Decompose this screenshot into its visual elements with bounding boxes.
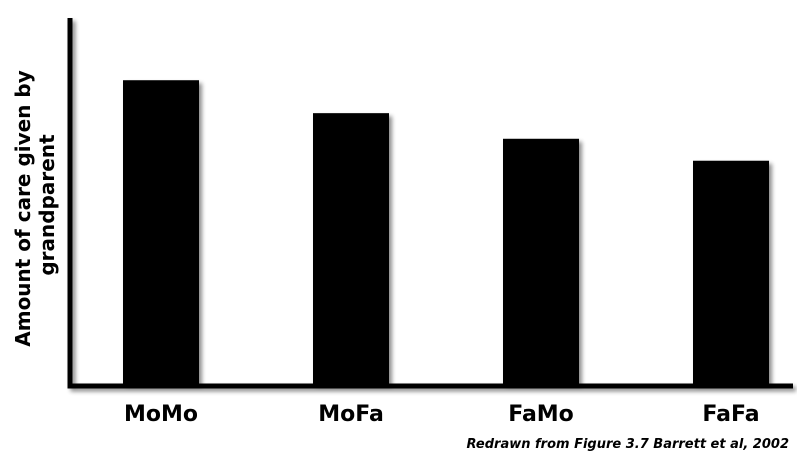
x-tick-label-fafa: FaFa	[702, 402, 759, 427]
x-tick-label-mofa: MoFa	[318, 402, 384, 427]
axes	[67, 18, 793, 389]
x-tick-labels: MoMo MoFa FaMo FaFa	[124, 402, 760, 427]
bar-mofa	[313, 113, 389, 384]
y-axis-label: Amount of care given by grandparent	[11, 63, 59, 347]
x-tick-label-famo: FaMo	[508, 402, 574, 427]
x-tick-label-momo: MoMo	[124, 402, 198, 427]
y-axis-label-line-2: grandparent	[35, 134, 59, 276]
bar-famo	[503, 138, 579, 384]
y-axis-label-line-1: Amount of care given by	[11, 70, 35, 347]
bar-fafa	[693, 160, 769, 384]
bar-momo	[123, 80, 199, 384]
bars-group	[123, 80, 769, 384]
source-caption: Redrawn from Figure 3.7 Barrett et al, 2…	[467, 437, 789, 452]
